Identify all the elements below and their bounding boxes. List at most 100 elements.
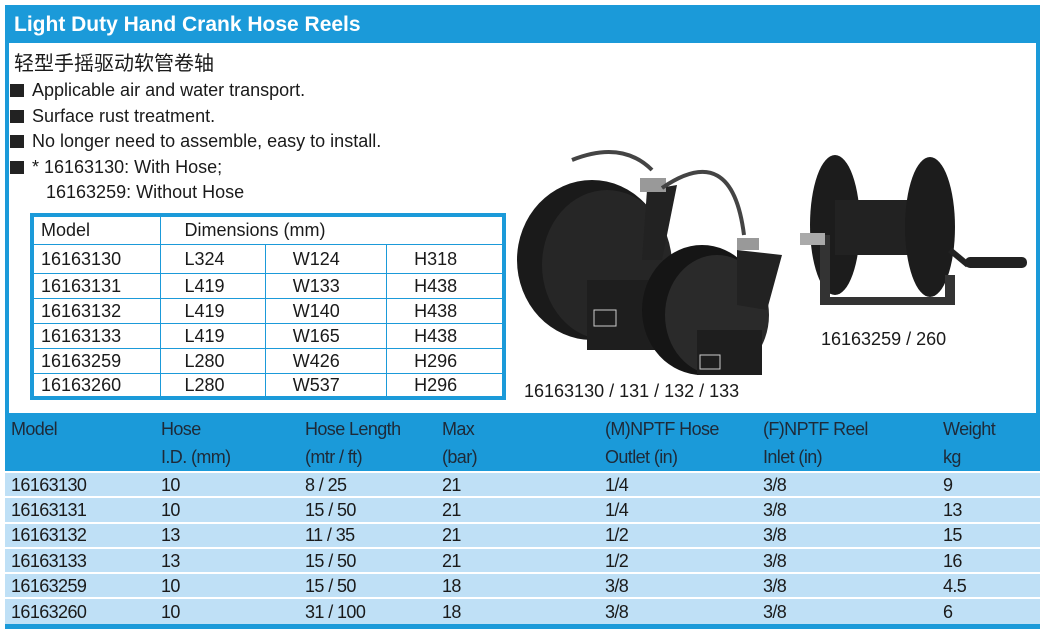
- table-cell: 16163132: [5, 521, 155, 548]
- table-cell: L280: [159, 372, 266, 399]
- table-cell: 16163259: [5, 572, 155, 599]
- table-cell: 16163133: [31, 322, 161, 349]
- table-cell: 31 / 100: [299, 597, 436, 624]
- specifications-table: Model Hose I.D. (mm) Hose Length (mtr / ft) M…: [5, 413, 1040, 629]
- table-cell: L419: [159, 272, 266, 299]
- table-cell: 16163259: [31, 347, 161, 374]
- header-cell: (F)NPTF Reel Inlet (in): [757, 413, 937, 472]
- table-cell: 21: [436, 546, 599, 574]
- table-cell: 16163130: [5, 470, 155, 498]
- header-cell: Model: [31, 214, 161, 245]
- header-line: kg: [943, 447, 961, 467]
- header-cell: Hose Length (mtr / ft): [299, 413, 436, 472]
- feature-text: No longer need to assemble, easy to inst…: [32, 131, 382, 151]
- bullet-square-icon: [10, 160, 24, 174]
- table-row: 16163130 10 8 / 25 21 1/4 3/8 9: [5, 470, 1040, 498]
- table-cell: W124: [264, 243, 388, 274]
- header-line: Inlet (in): [763, 447, 823, 467]
- table-cell: 13: [155, 521, 299, 548]
- header-cell: (M)NPTF Hose Outlet (in): [599, 413, 757, 472]
- table-cell: 3/8: [757, 597, 937, 624]
- bullet-square-icon: [10, 84, 24, 98]
- table-cell: H296: [386, 347, 505, 374]
- table-cell: 3/8: [757, 521, 937, 548]
- table-row: 16163130 L324 W124 H318: [31, 243, 505, 274]
- table-cell: W140: [264, 297, 388, 324]
- header-line: Model: [11, 419, 58, 439]
- crank-reel-caption: 16163259 / 260: [821, 329, 947, 349]
- table-cell: 10: [155, 496, 299, 523]
- table-cell: 1/4: [599, 496, 757, 523]
- spring-hose-reels-image: [517, 150, 782, 375]
- header-cell: Weight kg: [937, 413, 1040, 472]
- table-cell: 16163132: [31, 297, 161, 324]
- feature-item: No longer need to assemble, easy to inst…: [10, 129, 381, 155]
- table-cell: 16163133: [5, 546, 155, 574]
- table-cell: H318: [386, 243, 505, 274]
- table-cell: 16: [937, 546, 1040, 574]
- table-cell: H438: [386, 272, 505, 299]
- table-cell: 21: [436, 521, 599, 548]
- feature-continuation: 16163259: Without Hose: [46, 182, 245, 202]
- table-cell: 3/8: [599, 597, 757, 624]
- bullet-square-icon: [10, 135, 24, 149]
- table-cell: W165: [264, 322, 388, 349]
- table-row: 16163260 L280 W537 H296: [31, 372, 505, 399]
- feature-list: Applicable air and water transport. Surf…: [10, 78, 381, 206]
- header-line: (M)NPTF Hose: [605, 419, 719, 439]
- table-cell: 1/2: [599, 521, 757, 548]
- table-row: 16163131 L419 W133 H438: [31, 272, 505, 299]
- header-line: Hose Length: [305, 419, 401, 439]
- feature-item: Applicable air and water transport.: [10, 78, 381, 104]
- header-line: Weight: [943, 419, 996, 439]
- table-cell: 18: [436, 572, 599, 599]
- table-cell: H296: [386, 372, 505, 399]
- table-row: 16163133 L419 W165 H438: [31, 322, 505, 349]
- table-cell: 16163260: [5, 597, 155, 624]
- table-cell: L280: [159, 347, 266, 374]
- table-cell: 3/8: [757, 470, 937, 498]
- table-row: 16163131 10 15 / 50 21 1/4 3/8 13: [5, 496, 1040, 523]
- table-cell: 15 / 50: [299, 546, 436, 574]
- table-header-row: Model Hose I.D. (mm) Hose Length (mtr / ft) M…: [5, 413, 1040, 472]
- table-cell: 16163131: [5, 496, 155, 523]
- table-cell: 8 / 25: [299, 470, 436, 498]
- table-cell: 18: [436, 597, 599, 624]
- table-cell: 4.5: [937, 572, 1040, 599]
- crank-hose-reel-image: [800, 155, 1027, 305]
- table-cell: 10: [155, 470, 299, 498]
- header-line: (bar): [442, 447, 478, 467]
- table-cell: H438: [386, 322, 505, 349]
- header-cell: Hose I.D. (mm): [155, 413, 299, 472]
- table-cell: 15 / 50: [299, 572, 436, 599]
- header-line: Outlet (in): [605, 447, 678, 467]
- table-cell: 16163130: [31, 243, 161, 274]
- table-cell: 1/4: [599, 470, 757, 498]
- header-cell: Dimensions (mm): [159, 214, 505, 245]
- table-cell: W537: [264, 372, 388, 399]
- table-cell: 15: [937, 521, 1040, 548]
- table-cell: 9: [937, 470, 1040, 498]
- table-header-row: Model Dimensions (mm): [31, 214, 505, 245]
- chinese-subtitle: 轻型手摇驱动软管卷轴: [14, 53, 214, 75]
- table-cell: 10: [155, 597, 299, 624]
- table-cell: W133: [264, 272, 388, 299]
- header-line: Max: [442, 419, 475, 439]
- spring-reels-caption: 16163130 / 131 / 132 / 133: [524, 381, 740, 401]
- table-cell: 3/8: [757, 496, 937, 523]
- table-cell: 6: [937, 597, 1040, 624]
- feature-text: Surface rust treatment.: [32, 105, 216, 126]
- table-cell: 3/8: [599, 572, 757, 599]
- table-cell: 16163131: [31, 272, 161, 299]
- table-row: 16163259 10 15 / 50 18 3/8 3/8 4.5: [5, 572, 1040, 599]
- dimensions-table: Model Dimensions (mm) 16163130 L324 W124 H3…: [30, 213, 506, 400]
- table-cell: 21: [436, 496, 599, 523]
- page-title: Light Duty Hand Crank Hose Reels: [5, 5, 1040, 43]
- header-line: (mtr / ft): [305, 447, 363, 467]
- table-cell: L324: [159, 243, 266, 274]
- table-cell: 10: [155, 572, 299, 599]
- table-cell: 3/8: [757, 546, 937, 574]
- table-cell: L419: [159, 322, 266, 349]
- table-cell: L419: [159, 297, 266, 324]
- table-row: 16163132 13 11 / 35 21 1/2 3/8 15: [5, 521, 1040, 548]
